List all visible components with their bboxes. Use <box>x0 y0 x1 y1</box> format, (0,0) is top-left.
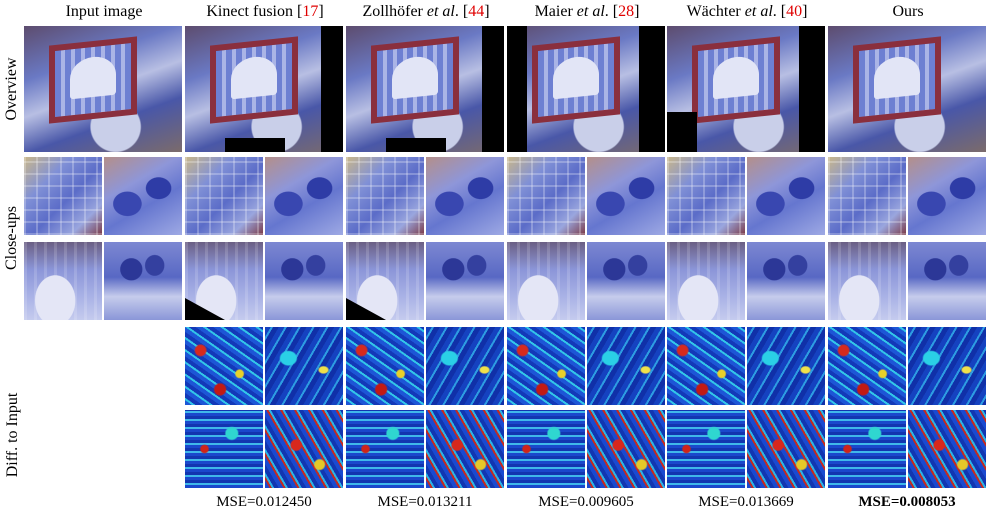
wachter-dot: . [ <box>772 3 787 20</box>
overview-image-zollhofer <box>346 26 504 152</box>
closeup-2b-ours <box>908 242 986 320</box>
diff-heatmap-2b-wachter <box>747 410 825 488</box>
mse-kinect: MSE=0.012450 <box>216 494 312 510</box>
column-header-input-label: Input image <box>65 3 143 20</box>
closeup-1b-wachter <box>747 157 825 235</box>
diff-heatmap-1b-maier <box>587 327 665 405</box>
diff-heatmap-1b-ours <box>908 327 986 405</box>
diff-heatmap-2b-zollhofer <box>426 410 504 488</box>
wachter-label: Wächter <box>686 3 745 20</box>
diff-heatmap-1a-zollhofer <box>346 327 424 405</box>
mse-maier: MSE=0.009605 <box>538 494 634 510</box>
closeup-1a-kinect <box>185 157 263 235</box>
zollhofer-bracket: ] <box>484 3 490 20</box>
closeup-2b-zollhofer <box>426 242 504 320</box>
diff-heatmap-1a-ours <box>828 327 906 405</box>
diff-heatmap-2a-kinect <box>185 410 263 488</box>
overview-image-input <box>24 26 182 152</box>
closeup-1a-zollhofer <box>346 157 424 235</box>
diff-heatmap-2b-maier <box>587 410 665 488</box>
wachter-bracket: ] <box>802 3 808 20</box>
closeup-1a-ours <box>828 157 906 235</box>
maier-dot: . [ <box>604 3 619 20</box>
closeup-1b-maier <box>587 157 665 235</box>
mse-ours: MSE=0.008053 <box>858 494 956 510</box>
column-header-maier: Maier et al. [28] <box>507 0 667 24</box>
closeup-2a-ours <box>828 242 906 320</box>
closeup-2a-zollhofer <box>346 242 424 320</box>
closeup-2a-input <box>24 242 102 320</box>
wachter-citation: 40 <box>786 3 803 20</box>
closeup-1b-ours <box>908 157 986 235</box>
closeup-2b-input <box>104 242 182 320</box>
maier-bracket: ] <box>634 3 640 20</box>
zollhofer-dot: . [ <box>454 3 469 20</box>
mse-wachter: MSE=0.013669 <box>698 494 794 510</box>
column-header-wachter: Wächter et al. [40] <box>667 0 827 24</box>
overview-image-kinect <box>185 26 343 152</box>
column-header-ours: Ours <box>828 0 988 24</box>
overview-image-ours <box>828 26 986 152</box>
column-header-ours-label: Ours <box>892 3 924 20</box>
mse-zollhofer: MSE=0.013211 <box>377 494 473 510</box>
diff-heatmap-2a-wachter <box>667 410 745 488</box>
diff-heatmap-1a-maier <box>507 327 585 405</box>
diff-heatmap-1b-wachter <box>747 327 825 405</box>
closeup-1b-kinect <box>265 157 343 235</box>
diff-heatmap-1b-zollhofer <box>426 327 504 405</box>
column-header-input: Input image <box>24 0 184 24</box>
closeup-2a-kinect <box>185 242 263 320</box>
overview-image-wachter <box>667 26 825 152</box>
diff-heatmap-1a-kinect <box>185 327 263 405</box>
kinect-bracket: ] <box>318 3 324 20</box>
diff-heatmap-2b-ours <box>908 410 986 488</box>
closeup-1a-wachter <box>667 157 745 235</box>
kinect-label: Kinect fusion [ <box>206 3 303 20</box>
closeup-1b-zollhofer <box>426 157 504 235</box>
closeup-2b-wachter <box>747 242 825 320</box>
kinect-citation: 17 <box>302 3 319 20</box>
zollhofer-label: Zollhöfer <box>362 3 427 20</box>
row-label-diff: Diff. to Input <box>4 392 21 478</box>
overview-image-maier <box>507 26 665 152</box>
column-header-kinect: Kinect fusion [17] <box>185 0 345 24</box>
row-label-overview: Overview <box>3 57 20 121</box>
maier-label: Maier <box>534 3 577 20</box>
zollhofer-citation: 44 <box>468 3 485 20</box>
closeup-2b-kinect <box>265 242 343 320</box>
diff-heatmap-2b-kinect <box>265 410 343 488</box>
diff-heatmap-2a-zollhofer <box>346 410 424 488</box>
closeup-1a-maier <box>507 157 585 235</box>
closeup-2b-maier <box>587 242 665 320</box>
column-header-zollhofer: Zollhöfer et al. [44] <box>346 0 506 24</box>
wachter-etal: et al <box>744 3 773 20</box>
diff-heatmap-1b-kinect <box>265 327 343 405</box>
maier-etal: et al <box>576 3 605 20</box>
maier-citation: 28 <box>618 3 635 20</box>
row-label-closeups: Close-ups <box>3 206 20 270</box>
closeup-2a-wachter <box>667 242 745 320</box>
diff-heatmap-2a-ours <box>828 410 906 488</box>
closeup-2a-maier <box>507 242 585 320</box>
closeup-1b-input <box>104 157 182 235</box>
diff-heatmap-1a-wachter <box>667 327 745 405</box>
diff-heatmap-2a-maier <box>507 410 585 488</box>
zollhofer-etal: et al <box>426 3 455 20</box>
closeup-1a-input <box>24 157 102 235</box>
